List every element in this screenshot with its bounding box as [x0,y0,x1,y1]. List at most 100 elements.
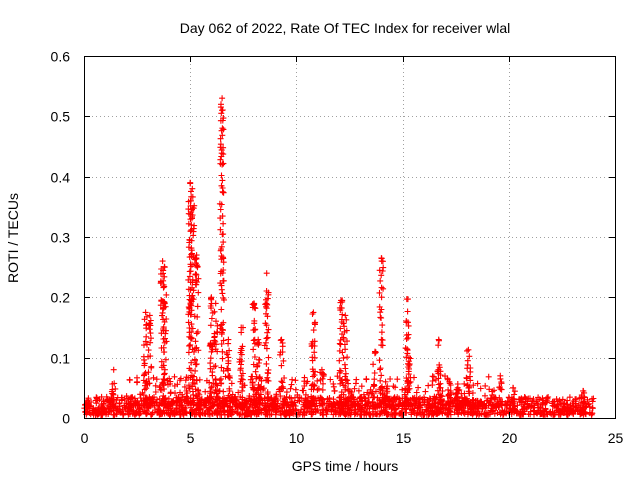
data-point [490,401,497,408]
data-point [199,410,206,417]
data-point [392,384,399,391]
data-point [173,394,180,401]
data-point [160,376,167,383]
data-point [262,339,269,346]
data-point [218,182,225,189]
data-point [217,135,224,142]
data-point [292,386,299,393]
data-point [383,385,390,392]
data-point [141,372,147,379]
data-point [146,326,153,333]
data-point [519,409,526,416]
data-point [153,376,160,383]
data-point [279,340,286,346]
data-point [582,410,589,417]
data-point [447,398,454,404]
data-point [503,408,510,415]
data-point [405,378,412,385]
data-point [198,396,205,403]
x-tick-label: 25 [608,430,624,446]
data-point [277,349,284,356]
data-point [263,345,270,352]
data-point [220,402,227,409]
data-point [187,197,194,204]
data-point [146,312,153,319]
data-point [394,376,401,383]
data-point [474,380,481,387]
y-tick-label: 0.1 [51,351,71,367]
data-point [193,377,200,383]
data-point [386,402,393,409]
data-point [263,335,270,342]
data-point [405,322,412,329]
data-point [304,394,311,401]
data-point [265,291,272,298]
data-point [250,337,257,344]
data-point [320,380,326,387]
data-point [318,366,325,373]
data-point [251,354,258,360]
data-point [218,172,225,179]
data-point [387,376,394,382]
data-point [370,394,377,401]
data-point [403,336,410,342]
data-point [465,388,472,395]
data-point [303,402,310,409]
data-point [437,406,444,412]
data-point [249,379,256,386]
data-point [509,402,516,409]
data-point [192,338,199,345]
data-point [82,408,89,415]
data-point [301,383,308,389]
x-tick-label: 20 [502,430,518,446]
data-point [487,407,494,414]
data-point [255,336,262,343]
data-point [378,272,385,279]
data-point [300,401,307,408]
data-point [220,115,227,122]
data-point [150,374,157,381]
data-point [110,366,117,373]
data-point [382,378,389,385]
data-point [280,385,287,392]
data-point [91,407,98,414]
y-tick-label: 0.3 [51,230,71,246]
data-point [405,399,412,406]
data-point [474,397,480,404]
data-point [147,339,154,346]
data-point [250,300,257,307]
data-point [367,386,374,393]
data-point [314,377,321,384]
data-point [442,373,448,380]
data-point [569,400,576,407]
data-point [309,357,316,364]
data-point [195,289,202,296]
data-point [465,346,472,353]
data-point [137,410,144,417]
data-point [464,402,471,408]
data-point [277,393,284,400]
data-point [163,291,170,298]
data-point [141,362,148,369]
data-point [160,281,167,288]
data-point [588,411,595,418]
data-point [464,382,471,389]
data-point [209,372,216,379]
data-point [345,388,352,394]
data-point [217,325,224,332]
data-point [403,375,410,382]
data-point [216,395,223,402]
data-point [368,390,375,397]
data-point [342,411,349,417]
data-point [147,330,154,337]
data-point [143,411,150,418]
data-point [211,389,218,396]
data-point [272,411,279,418]
data-point [537,404,544,411]
data-point [557,411,564,418]
data-point [123,405,129,412]
data-point [510,384,516,391]
data-point [227,398,234,405]
data-point [86,403,93,410]
x-tick-labels: 0 5 10 15 20 25 [81,430,624,446]
